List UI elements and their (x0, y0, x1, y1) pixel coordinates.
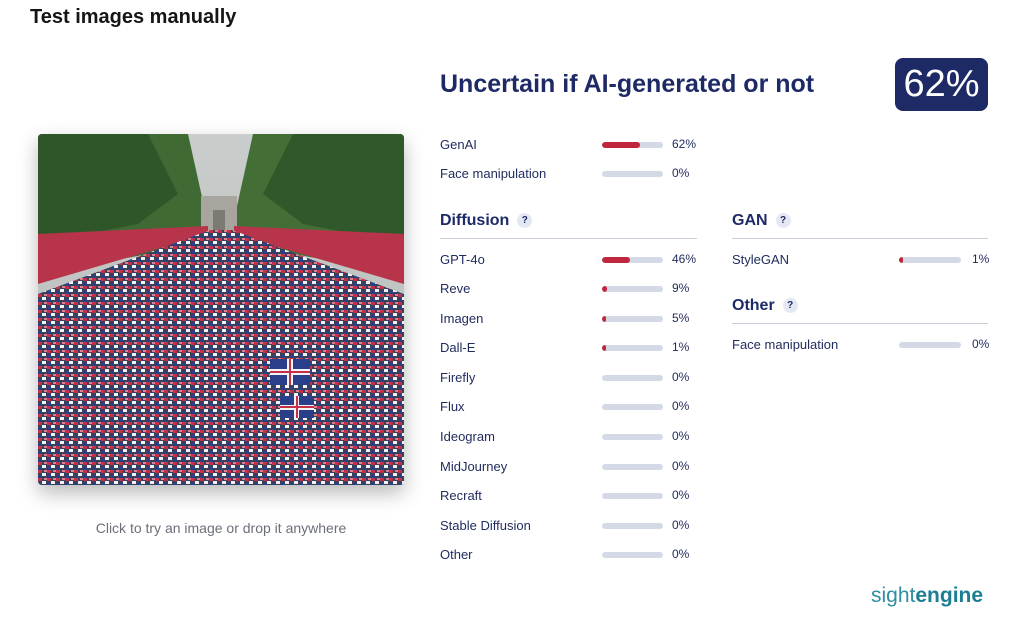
diffusion-row: MidJourney 0% (440, 457, 710, 477)
diffusion-row: Imagen 5% (440, 309, 710, 329)
progress-bar (602, 142, 663, 148)
diffusion-row: Recraft 0% (440, 486, 710, 506)
row-label: Reve (440, 281, 471, 296)
row-percent: 0% (672, 370, 690, 384)
progress-bar (602, 375, 663, 381)
progress-fill (602, 345, 606, 351)
row-percent: 0% (672, 399, 690, 413)
other-row: Face manipulation 0% (732, 335, 992, 355)
row-label: Dall-E (440, 340, 476, 355)
progress-bar (602, 523, 663, 529)
row-label: Face manipulation (440, 166, 547, 181)
row-percent: 0% (972, 337, 990, 351)
row-percent: 0% (672, 166, 690, 180)
progress-bar (602, 345, 663, 351)
progress-bar (602, 493, 663, 499)
row-percent: 5% (672, 311, 690, 325)
section-title: Diffusion (440, 212, 510, 229)
row-label: StyleGAN (732, 252, 790, 267)
diffusion-row: Stable Diffusion 0% (440, 516, 710, 536)
progress-bar (899, 257, 961, 263)
verdict-score-badge: 62% (895, 58, 988, 111)
row-percent: 0% (672, 518, 690, 532)
row-percent: 1% (672, 340, 690, 354)
row-percent: 9% (672, 281, 690, 295)
row-label: Face manipulation (732, 337, 839, 352)
section-other-heading: Other? (732, 297, 798, 315)
progress-bar (602, 257, 663, 263)
row-label: Recraft (440, 488, 482, 503)
diffusion-row: Dall-E 1% (440, 338, 710, 358)
logo-part-sight: sight (871, 584, 916, 607)
progress-bar (602, 464, 663, 470)
progress-fill (602, 142, 640, 148)
row-label: MidJourney (440, 459, 508, 474)
section-diffusion-heading: Diffusion? (440, 212, 533, 230)
section-gan-heading: GAN? (732, 212, 791, 230)
row-label: Stable Diffusion (440, 518, 531, 533)
section-divider (440, 238, 697, 239)
progress-fill (899, 257, 903, 263)
row-label: Imagen (440, 311, 484, 326)
progress-bar (602, 286, 663, 292)
progress-bar (602, 171, 663, 177)
progress-bar (602, 434, 663, 440)
help-icon[interactable]: ? (517, 213, 533, 228)
progress-bar (602, 316, 663, 322)
progress-bar (899, 342, 961, 348)
sightengine-logo[interactable]: sightengine (871, 584, 983, 608)
row-percent: 0% (672, 459, 690, 473)
row-percent: 1% (972, 252, 990, 266)
diffusion-row: Reve 9% (440, 279, 710, 299)
row-percent: 0% (672, 488, 690, 502)
help-icon[interactable]: ? (775, 213, 791, 228)
progress-bar (602, 552, 663, 558)
test-image-dropzone[interactable] (38, 134, 404, 485)
section-title: Other (732, 297, 775, 314)
row-label: GenAI (440, 137, 477, 152)
diffusion-row: Flux 0% (440, 397, 710, 417)
progress-fill (602, 286, 608, 292)
page-title: Test images manually (30, 6, 237, 28)
row-label: Flux (440, 399, 465, 414)
progress-fill (602, 257, 631, 263)
diffusion-row: Ideogram 0% (440, 427, 710, 447)
diffusion-row: Firefly 0% (440, 368, 710, 388)
summary-row-face-manipulation: Face manipulation 0% (440, 164, 710, 184)
row-percent: 0% (672, 547, 690, 561)
verdict-label: Uncertain if AI-generated or not (440, 70, 815, 98)
row-percent: 62% (672, 137, 697, 151)
row-label: Ideogram (440, 429, 495, 444)
progress-fill (602, 316, 606, 322)
row-percent: 0% (672, 429, 690, 443)
row-label: GPT-4o (440, 252, 485, 267)
help-icon[interactable]: ? (782, 298, 798, 313)
row-label: Other (440, 547, 473, 562)
row-label: Firefly (440, 370, 476, 385)
diffusion-row: GPT-4o 46% (440, 250, 710, 270)
diffusion-row: Other 0% (440, 545, 710, 565)
gan-row: StyleGAN 1% (732, 250, 992, 270)
section-divider (732, 238, 988, 239)
section-title: GAN (732, 212, 768, 229)
upload-hint: Click to try an image or drop it anywher… (95, 520, 347, 536)
section-divider (732, 323, 988, 324)
progress-bar (602, 404, 663, 410)
summary-row-genai: GenAI 62% (440, 135, 710, 155)
row-percent: 46% (672, 252, 697, 266)
crowd-photo (38, 134, 404, 485)
logo-part-engine: engine (915, 584, 984, 607)
